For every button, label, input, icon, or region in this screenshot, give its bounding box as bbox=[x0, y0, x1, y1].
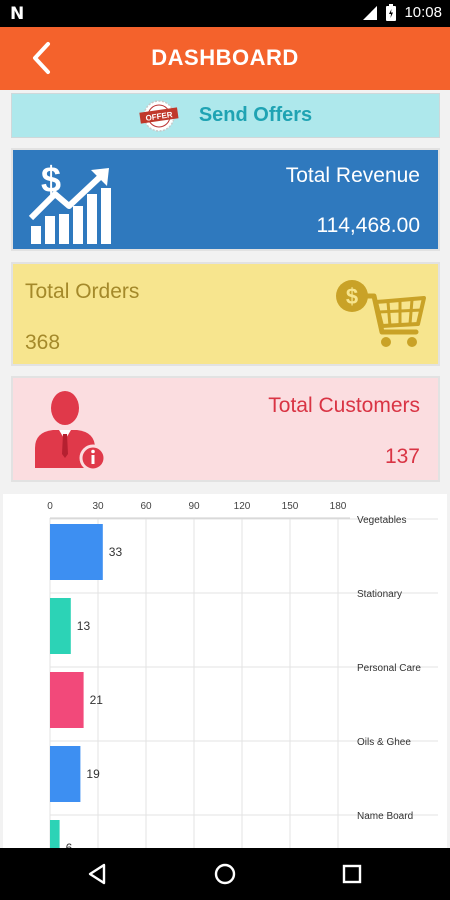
recents-square-icon[interactable] bbox=[338, 860, 366, 888]
category-label: Oils & Ghee bbox=[357, 737, 411, 748]
x-tick-label: 180 bbox=[330, 501, 347, 512]
total-customers-card[interactable]: Total Customers 137 bbox=[11, 376, 440, 482]
offer-badge-text: OFFER bbox=[145, 110, 173, 123]
customer-info-icon bbox=[35, 391, 107, 472]
bar bbox=[50, 598, 71, 654]
total-orders-title: Total Orders bbox=[25, 280, 140, 303]
category-label: Vegetables bbox=[357, 515, 407, 526]
total-orders-card[interactable]: Total Orders 368 $ bbox=[11, 262, 440, 366]
battery-icon bbox=[386, 4, 397, 21]
bar-value-label: 21 bbox=[90, 693, 104, 707]
category-label: Stationary bbox=[357, 589, 402, 600]
revenue-growth-icon: $ bbox=[28, 159, 111, 244]
home-circle-icon[interactable] bbox=[211, 860, 239, 888]
notification-n-icon: N bbox=[10, 4, 25, 24]
offer-badge-icon: OFFER bbox=[139, 99, 179, 132]
total-revenue-title: Total Revenue bbox=[285, 164, 420, 187]
bar-value-label: 6 bbox=[66, 841, 73, 848]
status-icons: 10:08 bbox=[362, 4, 442, 21]
category-label: Name Board bbox=[357, 811, 413, 822]
send-offers-button[interactable]: OFFER Send Offers bbox=[11, 93, 440, 138]
x-tick-label: 0 bbox=[47, 501, 53, 512]
x-tick-label: 60 bbox=[140, 501, 152, 512]
status-bar: N 10:08 bbox=[0, 0, 450, 27]
bar bbox=[50, 524, 103, 580]
back-triangle-icon[interactable] bbox=[84, 860, 112, 888]
chart-svg: 0 30 60 90 120 150 180 Vegetables 33 Stationary 13… bbox=[47, 501, 438, 848]
back-chevron-icon[interactable] bbox=[28, 41, 58, 75]
system-nav-bar bbox=[0, 848, 450, 900]
bar bbox=[50, 746, 81, 802]
x-tick-label: 30 bbox=[92, 501, 104, 512]
bar bbox=[50, 672, 84, 728]
category-label: Personal Care bbox=[357, 663, 421, 674]
shopping-cart-dollar-icon: $ bbox=[336, 280, 426, 347]
bar-value-label: 19 bbox=[86, 767, 100, 781]
send-offers-label: Send Offers bbox=[198, 104, 313, 126]
total-revenue-card[interactable]: $ Total Revenue 114,468.00 bbox=[11, 148, 440, 251]
total-orders-value: 368 bbox=[25, 331, 61, 354]
category-bar-chart: 0 30 60 90 120 150 180 Vegetables 33 Stationary 13… bbox=[3, 494, 447, 848]
dashboard-content[interactable]: OFFER Send Offers $ Total Revenue 114,46… bbox=[0, 90, 450, 848]
x-tick-label: 90 bbox=[188, 501, 200, 512]
total-revenue-value: 114,468.00 bbox=[316, 214, 420, 237]
bar bbox=[50, 820, 60, 848]
x-tick-label: 150 bbox=[282, 501, 299, 512]
page-title: DASHBOARD bbox=[151, 45, 299, 70]
status-time: 10:08 bbox=[404, 4, 442, 21]
bar-value-label: 33 bbox=[109, 545, 123, 559]
svg-text:$: $ bbox=[41, 159, 61, 200]
svg-text:$: $ bbox=[346, 284, 358, 309]
total-customers-value: 137 bbox=[384, 445, 420, 468]
total-customers-title: Total Customers bbox=[268, 394, 420, 417]
app-bar: DASHBOARD bbox=[0, 27, 450, 90]
bar-value-label: 13 bbox=[77, 619, 91, 633]
x-tick-label: 120 bbox=[234, 501, 251, 512]
signal-icon bbox=[363, 5, 378, 20]
